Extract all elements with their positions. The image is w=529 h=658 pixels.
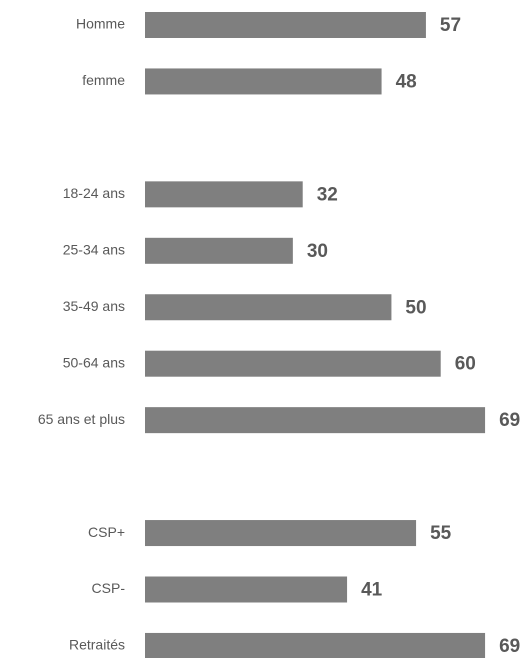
- value-label: 69: [499, 636, 520, 657]
- category-label: Homme: [76, 16, 125, 32]
- bar: [145, 407, 486, 434]
- category-label: 25-34 ans: [63, 242, 125, 258]
- bar: [145, 237, 293, 264]
- value-label: 57: [440, 15, 461, 36]
- category-label: CSP+: [88, 524, 125, 540]
- bar: [145, 576, 348, 603]
- bar: [145, 350, 441, 377]
- bar: [145, 632, 486, 658]
- value-label: 32: [317, 184, 338, 205]
- bar: [145, 520, 417, 547]
- value-label: 69: [499, 410, 520, 431]
- category-label: 18-24 ans: [63, 185, 125, 201]
- category-label: 35-49 ans: [63, 298, 125, 314]
- category-label: femme: [82, 72, 125, 88]
- value-label: 48: [396, 71, 417, 92]
- value-label: 50: [405, 297, 426, 318]
- category-label: 65 ans et plus: [38, 411, 125, 427]
- value-label: 30: [307, 241, 328, 262]
- bar: [145, 294, 392, 321]
- value-label: 41: [361, 580, 383, 601]
- category-label: CSP-: [92, 580, 126, 596]
- value-label: 60: [455, 354, 476, 375]
- category-label: Retraités: [69, 637, 125, 653]
- bar: [145, 68, 382, 95]
- bar: [145, 181, 303, 208]
- value-label: 55: [430, 523, 452, 544]
- category-label: 50-64 ans: [63, 354, 125, 370]
- bar: [145, 12, 426, 38]
